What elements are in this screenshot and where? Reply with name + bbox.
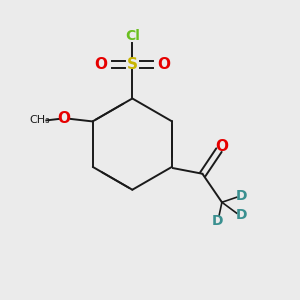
Text: D: D bbox=[236, 189, 248, 203]
Text: O: O bbox=[215, 139, 228, 154]
Text: O: O bbox=[57, 111, 70, 126]
Text: O: O bbox=[157, 57, 170, 72]
Text: D: D bbox=[236, 208, 248, 222]
Text: S: S bbox=[127, 57, 138, 72]
Text: D: D bbox=[212, 214, 223, 228]
Text: CH₃: CH₃ bbox=[29, 116, 50, 125]
Text: O: O bbox=[94, 57, 107, 72]
Text: Cl: Cl bbox=[125, 29, 140, 43]
